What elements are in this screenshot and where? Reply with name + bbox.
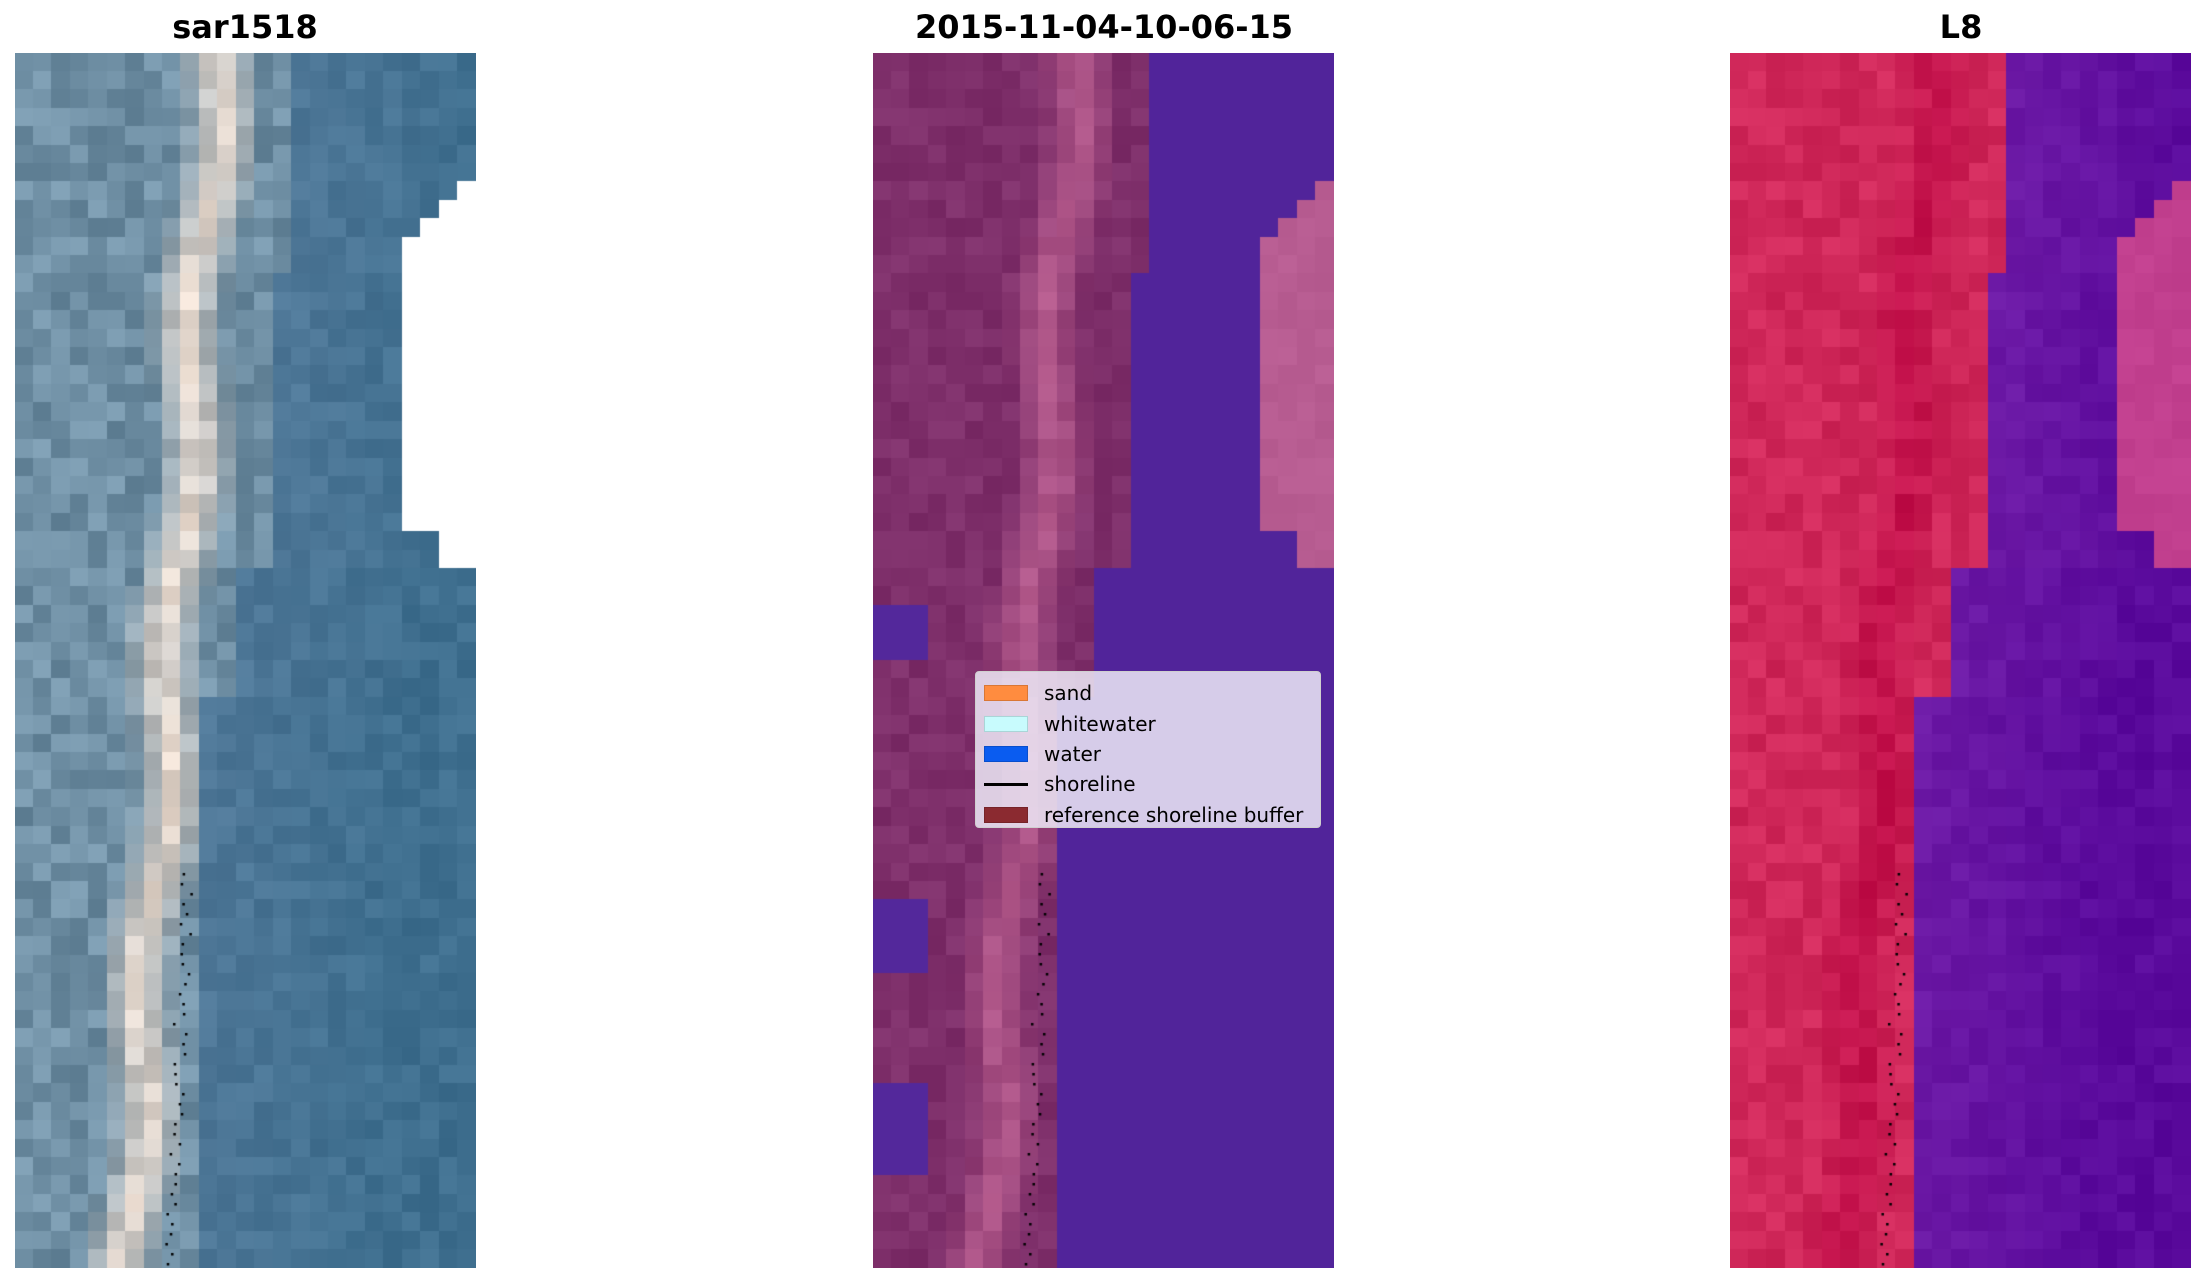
legend-item-whitewater: whitewater xyxy=(984,708,1312,738)
whitewater-swatch xyxy=(984,715,1028,732)
index-image-panel xyxy=(1730,53,2191,1268)
panel-title-index: L8 xyxy=(1939,8,1983,46)
panel-title-rgb: sar1518 xyxy=(172,8,318,46)
classified-satellite-image xyxy=(873,53,1334,1268)
legend-item-shoreline: shoreline xyxy=(984,769,1312,799)
panel-title-classified: 2015-11-04-10-06-15 xyxy=(914,8,1294,46)
legend: sand whitewater water shoreline referenc… xyxy=(975,671,1321,828)
rgb-satellite-image xyxy=(15,53,476,1268)
water-swatch xyxy=(984,745,1028,762)
legend-item-sand: sand xyxy=(984,678,1312,708)
sand-swatch xyxy=(984,685,1028,702)
legend-item-reference-buffer: reference shoreline buffer xyxy=(984,800,1312,830)
legend-item-water: water xyxy=(984,739,1312,769)
index-satellite-image xyxy=(1730,53,2191,1268)
shoreline-line-swatch xyxy=(984,782,1028,786)
classified-image-panel xyxy=(873,53,1334,1268)
rgb-image-panel xyxy=(15,53,476,1268)
reference-buffer-swatch xyxy=(984,806,1028,823)
